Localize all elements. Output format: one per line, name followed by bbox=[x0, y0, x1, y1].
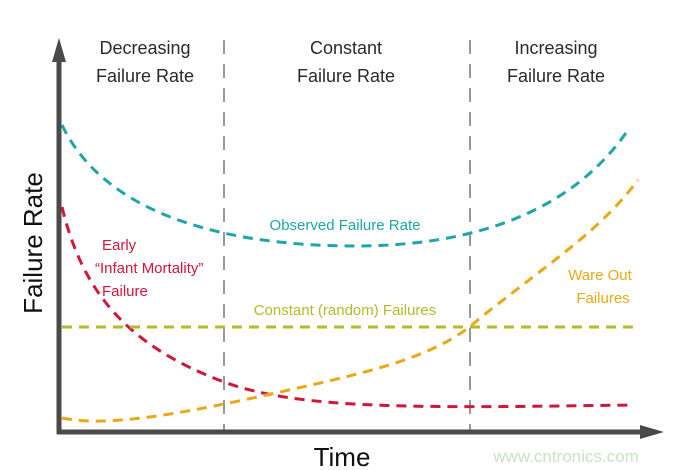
early-failure-label-3: Failure bbox=[102, 283, 148, 300]
early-failure-label-2: “Infant Mortality” bbox=[95, 260, 203, 277]
phase-header-increasing-1: Increasing bbox=[514, 38, 597, 58]
watermark: www.cntronics.com bbox=[492, 447, 638, 466]
wear-out-failure-curve bbox=[61, 179, 640, 423]
early-failure-curve bbox=[60, 206, 633, 409]
y-axis-label: Failure Rate bbox=[18, 172, 48, 314]
observed-failure-rate-label: Observed Failure Rate bbox=[270, 217, 421, 234]
early-failure-label-1: Early bbox=[102, 237, 137, 254]
wear-out-label-1: Ware Out bbox=[568, 267, 632, 284]
phase-header-constant-1: Constant bbox=[310, 38, 382, 58]
constant-failures-label: Constant (random) Failures bbox=[254, 302, 437, 319]
phase-header-decreasing-2: Failure Rate bbox=[96, 66, 194, 86]
wear-out-label-2: Failures bbox=[576, 290, 629, 307]
x-axis-arrow-icon bbox=[640, 425, 664, 439]
phase-header-constant-2: Failure Rate bbox=[297, 66, 395, 86]
x-axis-label: Time bbox=[314, 442, 371, 470]
phase-header-decreasing-1: Decreasing bbox=[99, 38, 190, 58]
y-axis-arrow-icon bbox=[52, 38, 66, 62]
phase-header-increasing-2: Failure Rate bbox=[507, 66, 605, 86]
